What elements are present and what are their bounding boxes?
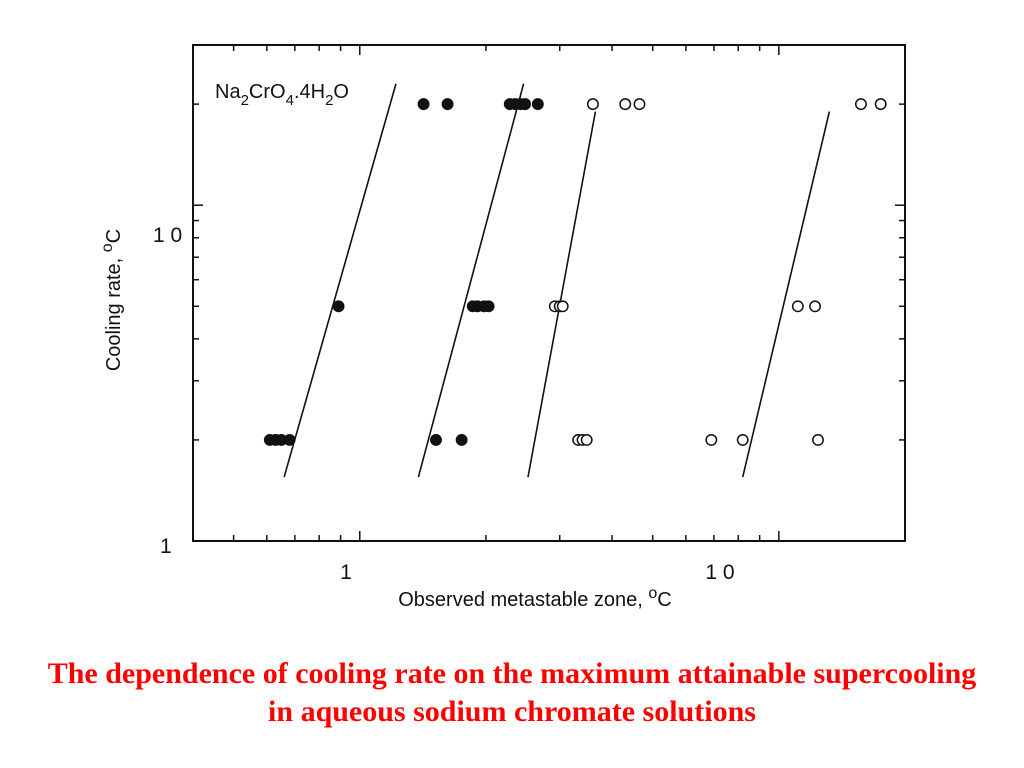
data-points [263,98,887,446]
data-point-open [874,98,887,111]
data-point-filled [283,433,296,446]
data-point-open [812,433,824,446]
data-point-filled [531,98,544,111]
data-point-filled [417,98,430,111]
data-point-filled [332,300,345,313]
data-point-open [791,300,804,313]
data-point-open [854,98,867,111]
data-point-filled [455,433,468,446]
metastable-zone-chart: Na2CrO4.4H2O 1 0 1 1 1 0 Observed metast… [99,44,906,611]
y-tick-label-10: 1 0 [153,224,182,247]
x-axis-label: Observed metastable zone, oC [398,585,672,611]
data-point-filled [430,433,442,446]
axis-ticks [192,44,906,542]
plot-frame [192,44,906,542]
data-point-filled [519,98,532,111]
data-point-open [736,433,749,446]
y-axis-label: Cooling rate, oC [99,229,125,371]
figure-caption: The dependence of cooling rate on the ma… [47,657,977,728]
data-point-filled [482,300,495,313]
data-point-open [586,98,599,111]
data-point-open [809,300,821,313]
data-point-open [633,98,646,111]
data-point-open [619,98,632,111]
data-point-open [580,433,593,446]
fit-line [417,83,525,478]
data-point-open [705,433,718,446]
data-point-filled [441,98,454,111]
x-tick-label-1: 1 [340,561,352,584]
fit-line [527,111,597,478]
fit-line [283,83,397,478]
data-point-open [556,300,569,313]
y-tick-label-1: 1 [160,535,172,558]
fit-lines [283,83,831,478]
x-tick-label-10: 1 0 [705,561,734,584]
compound-label: Na2CrO4.4H2O [215,81,349,109]
fit-line [741,111,831,478]
